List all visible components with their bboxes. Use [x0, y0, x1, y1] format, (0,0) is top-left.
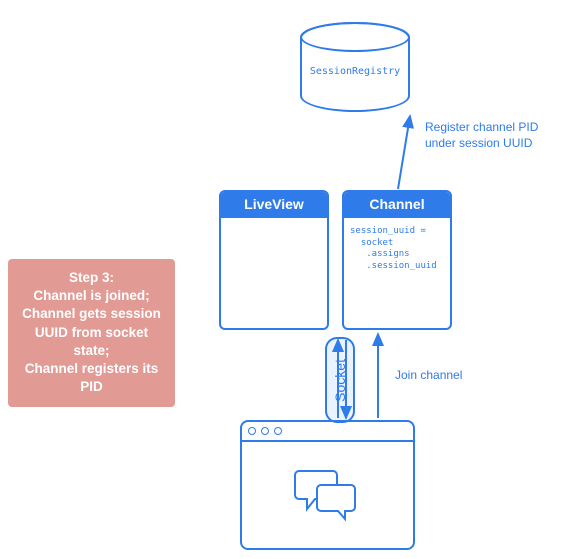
- window-dot-icon: [261, 427, 269, 435]
- browser-body: [242, 442, 413, 548]
- channel-panel: Channel session_uuid = socket .assigns .…: [342, 190, 452, 330]
- liveview-header: LiveView: [221, 192, 327, 218]
- browser-window: [240, 420, 415, 550]
- browser-title-bar: [242, 422, 413, 442]
- step-box: Step 3: Channel is joined; Channel gets …: [8, 259, 175, 407]
- session-registry-label: SessionRegistry: [310, 66, 400, 77]
- window-dot-icon: [248, 427, 256, 435]
- window-dot-icon: [274, 427, 282, 435]
- liveview-body: [221, 218, 327, 328]
- liveview-panel: LiveView: [219, 190, 329, 330]
- socket-label: Socket: [332, 359, 348, 402]
- register-label: Register channel PID under session UUID: [425, 120, 538, 151]
- join-channel-label: Join channel: [395, 368, 462, 384]
- arrow-register: [398, 116, 410, 189]
- channel-body: session_uuid = socket .assigns .session_…: [344, 218, 450, 328]
- socket-pill: Socket: [325, 337, 355, 423]
- chat-bubbles-icon: [293, 465, 363, 525]
- channel-header: Channel: [344, 192, 450, 218]
- session-registry-cylinder: SessionRegistry: [300, 22, 410, 112]
